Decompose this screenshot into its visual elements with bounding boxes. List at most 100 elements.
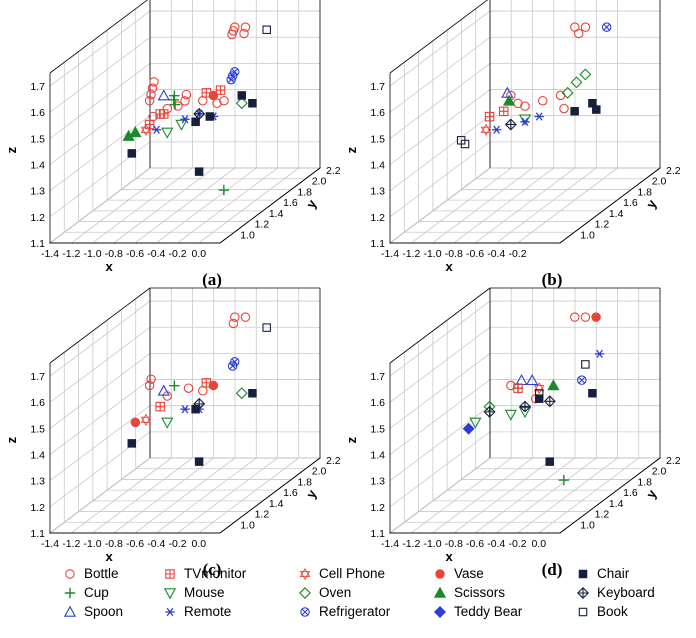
- y-tick-label: 1.4: [269, 208, 284, 220]
- point-book: [534, 389, 544, 398]
- point-mouse: [161, 127, 174, 139]
- panel-3: 1.11.21.31.41.51.61.7-1.4 -1.2 -1.0 -0.8 -0.…: [4, 287, 341, 579]
- point-bottle: [570, 312, 580, 322]
- point-spoon: [157, 89, 170, 101]
- legend-label: Vase: [454, 566, 484, 581]
- point-bottle: [144, 380, 155, 391]
- gridline-x-floor: [517, 457, 618, 534]
- y-tick-label: 1.6: [623, 487, 638, 499]
- y-tick-label: 1.8: [637, 476, 652, 488]
- mouse-icon: [163, 588, 177, 600]
- axis-edge: [219, 457, 321, 534]
- y-tick-label: 1.0: [240, 229, 255, 241]
- x-tick-label: -1.2: [62, 248, 80, 260]
- legend-item-teddy-bear: Teddy Bear: [434, 604, 523, 619]
- legend-label: Mouse: [184, 585, 225, 600]
- gridline-x-floor: [198, 167, 299, 244]
- point-bottle: [198, 96, 208, 106]
- vase-icon: [435, 569, 445, 579]
- gridline-x-floor: [389, 457, 491, 534]
- point-bottle: [146, 374, 156, 384]
- remote-icon: [165, 607, 175, 617]
- point-bottle: [183, 383, 194, 393]
- legend: Bottle Cup Spoon TVmonitor Mouse Remote Cell P…: [63, 566, 655, 619]
- gridline-z: [49, 10, 320, 87]
- x-tick-label: -0.8: [105, 538, 123, 550]
- x-tick-label: -0.6: [126, 538, 144, 550]
- point-remote: [491, 125, 502, 134]
- point-chair: [205, 112, 215, 121]
- x-tick-label: -1.2: [402, 248, 420, 260]
- z-tick-label: 1.5: [370, 423, 385, 435]
- point-remote: [594, 349, 605, 359]
- point-bottle: [146, 89, 156, 100]
- keyboard-icon: [577, 587, 589, 599]
- axis-edge: [389, 287, 491, 364]
- x-tick-label: -0.6: [126, 248, 144, 260]
- z-tick-label: 1.5: [370, 133, 385, 145]
- gridline-x-floor: [411, 167, 512, 244]
- z-tick-label: 1.4: [370, 160, 385, 172]
- gridline-x-floor: [432, 167, 533, 244]
- point-bottle: [147, 83, 158, 93]
- panel-1: 1.11.21.31.41.51.61.7-1.4 -1.2 -1.0 -0.8 -0.…: [4, 0, 341, 289]
- z-axis-label: z: [4, 146, 19, 153]
- legend-label: Spoon: [84, 604, 123, 619]
- y-tick-label: 2.0: [652, 466, 667, 478]
- gridline-z: [389, 10, 660, 87]
- x-tick-label: -1.4: [381, 538, 399, 550]
- point-bottle: [173, 101, 183, 111]
- x-tick-label: -0.4: [147, 538, 165, 550]
- legend-item-spoon: Spoon: [63, 604, 123, 619]
- data-points: [456, 22, 612, 149]
- point-cup: [169, 380, 180, 391]
- point-teddy-bear: [462, 422, 475, 435]
- oven-icon: [299, 587, 311, 599]
- point-oven: [235, 387, 248, 400]
- legend-label: Teddy Bear: [454, 604, 523, 619]
- z-tick-label: 1.3: [370, 476, 385, 488]
- y-tick-label: 2.0: [652, 176, 667, 188]
- axis-edge: [49, 287, 151, 364]
- z-tick-label: 1.3: [30, 476, 45, 488]
- point-scissors: [129, 126, 142, 138]
- teddy-bear-icon: [434, 606, 446, 618]
- z-tick-label: 1.2: [30, 212, 45, 224]
- gridline-x-floor: [517, 167, 618, 244]
- gridline-x-floor: [134, 167, 236, 244]
- data-points: [127, 312, 271, 466]
- gridline-x-floor: [453, 457, 554, 534]
- point-chair: [127, 439, 137, 448]
- point-cup: [168, 94, 179, 106]
- point-chair: [592, 105, 601, 114]
- legend-item-tvmonitor: TVmonitor: [165, 566, 247, 581]
- spoon-icon: [63, 605, 77, 617]
- y-tick-label: 2.0: [312, 176, 327, 188]
- z-axis-label: z: [344, 436, 359, 443]
- x-tick-label: -0.8: [445, 538, 463, 550]
- point-chair: [570, 106, 579, 116]
- point-bottle: [240, 312, 251, 322]
- point-spoon: [501, 86, 514, 98]
- point-bottle: [228, 318, 239, 329]
- point-bottle: [520, 101, 530, 111]
- gridline-z: [389, 300, 660, 377]
- z-tick-label: 1.4: [370, 450, 385, 462]
- point-tvmonitor: [159, 109, 169, 119]
- point-vase: [591, 312, 601, 322]
- y-tick-label: 1.2: [255, 219, 270, 231]
- legend-item-book: Book: [578, 604, 628, 619]
- y-tick-label: 2.2: [326, 165, 341, 177]
- x-tick-label: -1.2: [402, 538, 420, 550]
- x-tick-label: -1.0: [423, 248, 441, 260]
- point-chair: [191, 404, 200, 414]
- legend-label: Scissors: [454, 585, 505, 600]
- point-chair: [194, 167, 204, 176]
- x-tick-label: -1.4: [41, 248, 59, 260]
- point-keyboard: [193, 107, 206, 120]
- y-tick-label: 1.6: [283, 487, 298, 499]
- panel-label: (d): [542, 560, 563, 579]
- point-scissors: [547, 379, 560, 391]
- y-tick-label: 1.0: [580, 229, 595, 241]
- legend-item-remote: Remote: [165, 604, 231, 619]
